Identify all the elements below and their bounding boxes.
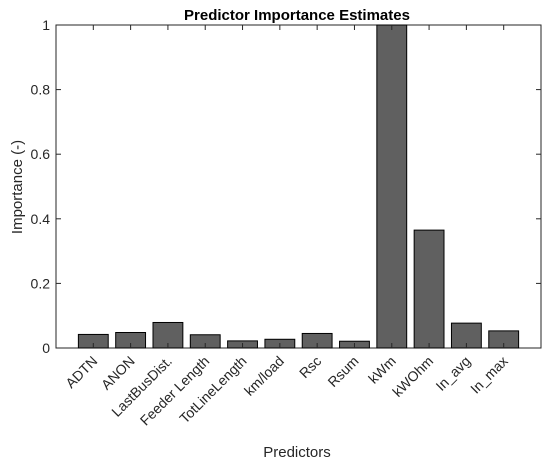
x-tick-label: Rsc — [296, 353, 324, 381]
x-tick-label: kWm — [365, 353, 399, 387]
x-axis-label: Predictors — [263, 444, 331, 461]
chart-title: Predictor Importance Estimates — [184, 7, 410, 24]
y-tick-label: 1 — [42, 17, 50, 33]
y-tick-label: 0.8 — [31, 82, 51, 98]
y-axis-label: Importance (-) — [9, 140, 26, 234]
y-tick-label: 0.2 — [31, 275, 51, 291]
x-tick-label: TotLineLength — [176, 353, 250, 427]
y-tick-label: 0.6 — [31, 146, 51, 162]
bar-kwohm — [413, 229, 445, 349]
x-tick-label: ADTN — [62, 353, 100, 391]
x-tick-label: km/load — [241, 353, 287, 399]
x-tick-label: In_avg — [432, 353, 473, 394]
y-tick-label: 0 — [42, 340, 50, 356]
x-tick-label: In_max — [467, 353, 511, 397]
plot-area: 00.20.40.60.81ADTNANONLastBusDist.Feeder… — [31, 17, 542, 429]
bar-kwm — [376, 24, 408, 349]
plot-frame — [55, 24, 542, 349]
x-tick-label: kWOhm — [389, 353, 436, 400]
y-tick-label: 0.4 — [31, 211, 51, 227]
x-tick-label: Rsum — [324, 353, 361, 390]
